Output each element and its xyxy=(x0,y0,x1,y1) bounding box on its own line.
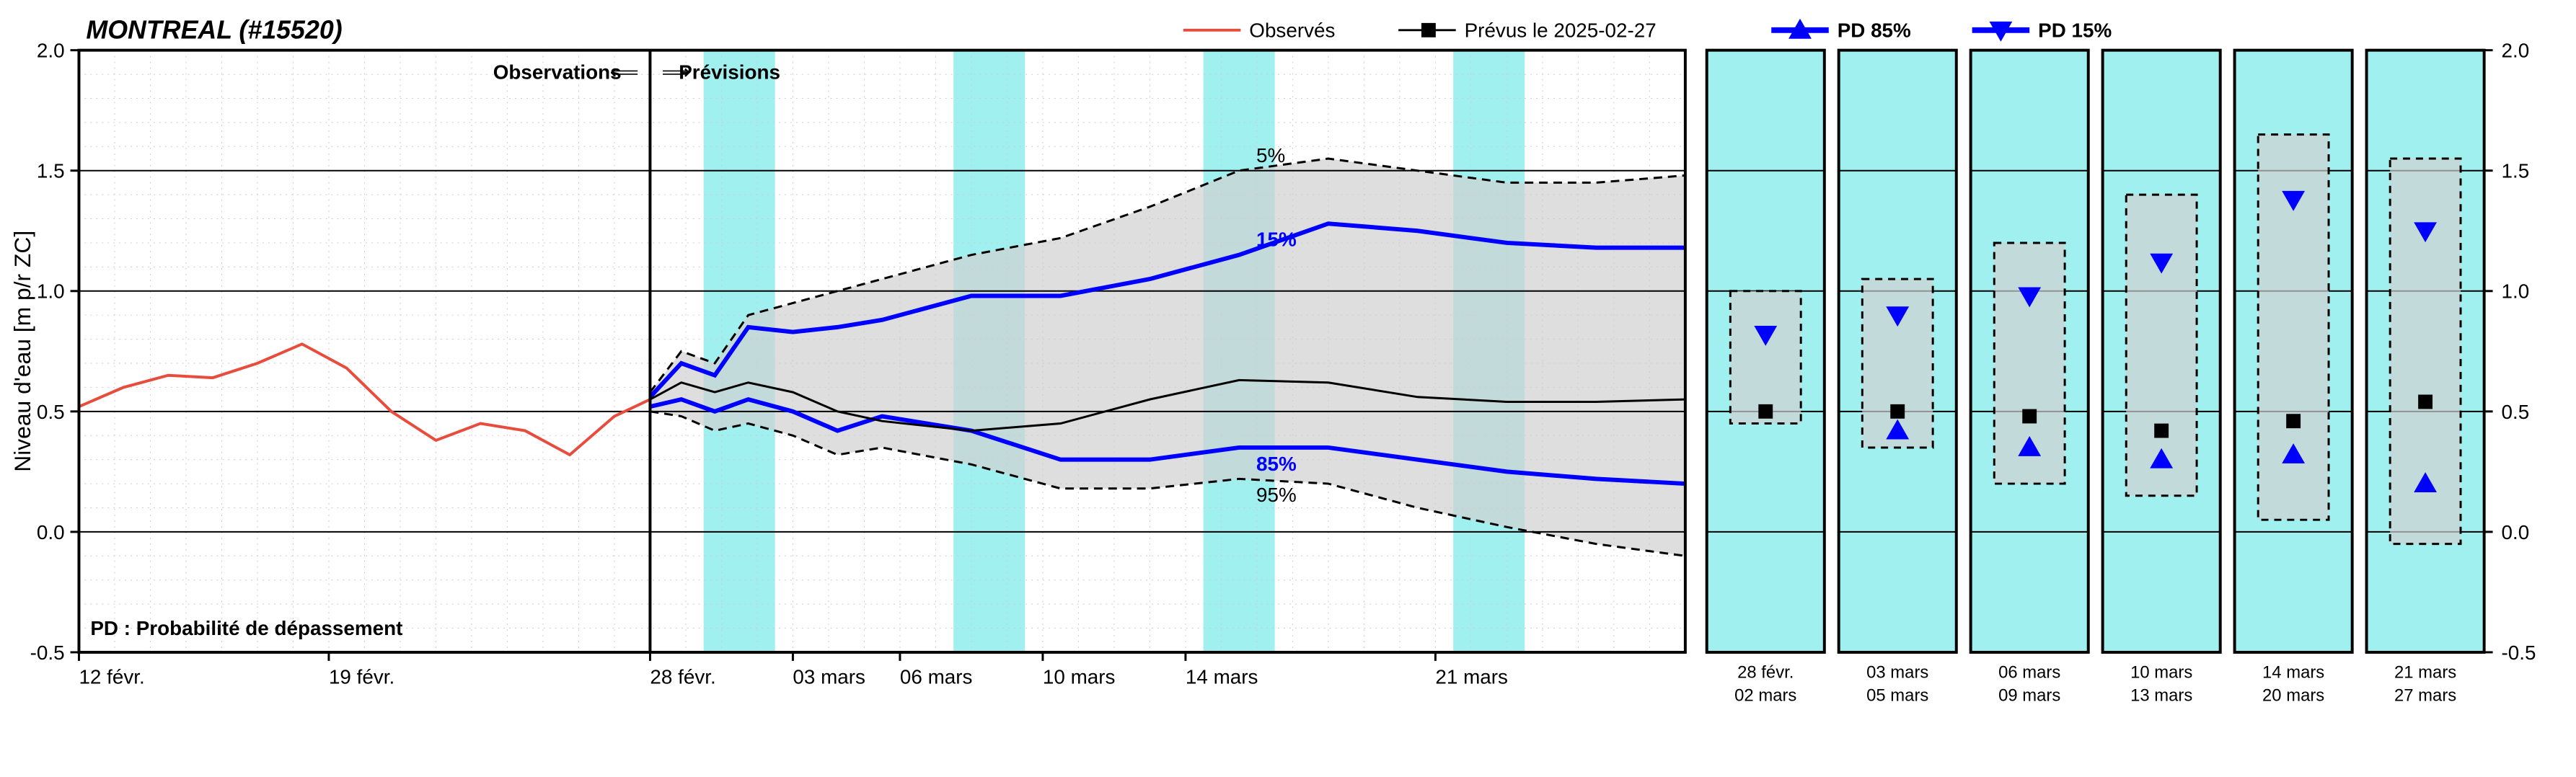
summary-panel: 28 févr. 02 mars xyxy=(1707,50,1825,706)
panel-box xyxy=(1730,291,1801,424)
panel-mean-marker xyxy=(1890,404,1905,419)
observations-label: Observations xyxy=(493,61,622,83)
panel-mean-marker xyxy=(2286,414,2301,428)
panel-label-top: 21 mars xyxy=(2394,663,2456,683)
panel-label-bottom: 27 mars xyxy=(2394,686,2456,706)
xtick-label: 10 mars xyxy=(1043,666,1116,688)
panel-label-bottom: 13 mars xyxy=(2130,686,2192,706)
ytick-label: 1.0 xyxy=(37,280,65,303)
panel-mean-marker xyxy=(2022,409,2037,424)
panel-label-top: 10 mars xyxy=(2130,663,2192,683)
pd-note: PD : Probabilité de dépassement xyxy=(90,617,402,639)
legend-prevus: Prévus le 2025-02-27 xyxy=(1465,19,1657,42)
ytick-label: 1.5 xyxy=(37,160,65,182)
panel-label-bottom: 05 mars xyxy=(1866,686,1928,706)
svg-text:⟸: ⟸ xyxy=(610,61,639,83)
right-ytick-label: -0.5 xyxy=(2502,641,2536,664)
right-ytick-label: 0.0 xyxy=(2502,521,2530,543)
legend: Observés Prévus le 2025-02-27 PD 85% PD 15% xyxy=(1183,19,2112,42)
previsions-label: Prévisions xyxy=(679,61,780,83)
right-ytick-label: 2.0 xyxy=(2502,40,2530,62)
ytick-label: -0.5 xyxy=(30,641,65,664)
xtick-label: 21 mars xyxy=(1435,666,1508,688)
xtick-label: 28 févr. xyxy=(650,666,715,688)
panel-label-bottom: 20 mars xyxy=(2262,686,2324,706)
xtick-label: 12 févr. xyxy=(79,666,144,688)
right-ytick-label: 1.5 xyxy=(2502,160,2530,182)
xtick-label: 03 mars xyxy=(793,666,865,688)
p85-label: 85% xyxy=(1256,453,1297,475)
water-level-forecast-chart: -0.5 0.0 0.5 1.0 1.5 2.0 12 févr. 19 févr. 28 fé… xyxy=(7,7,2569,770)
panel-mean-marker xyxy=(2154,424,2169,438)
summary-panel: 21 mars 27 mars xyxy=(2367,50,2484,706)
summary-panel: 14 mars 20 mars xyxy=(2235,50,2352,706)
legend-pd15: PD 15% xyxy=(2038,19,2112,42)
panel-label-top: 06 mars xyxy=(1998,663,2060,683)
ytick-label: 0.0 xyxy=(37,521,65,543)
right-ytick-label: 1.0 xyxy=(2502,280,2530,303)
ytick-label: 2.0 xyxy=(37,40,65,62)
legend-observes: Observés xyxy=(1249,19,1335,42)
panel-label-top: 03 mars xyxy=(1866,663,1928,683)
p15-label: 15% xyxy=(1256,228,1297,251)
chart-svg: -0.5 0.0 0.5 1.0 1.5 2.0 12 févr. 19 févr. 28 fé… xyxy=(7,7,2569,770)
xtick-label: 06 mars xyxy=(900,666,973,688)
summary-panels: 28 févr. 02 mars 03 mars 05 mars 06 mars 09 m… xyxy=(1707,40,2536,706)
panel-label-top: 14 mars xyxy=(2262,663,2324,683)
chart-title: MONTREAL (#15520) xyxy=(86,16,342,45)
panel-label-bottom: 09 mars xyxy=(1998,686,2060,706)
summary-panel: 06 mars 09 mars xyxy=(1971,50,2088,706)
p5-label: 5% xyxy=(1256,144,1285,166)
summary-panel: 03 mars 05 mars xyxy=(1839,50,1957,706)
y-axis-label: Niveau d'eau [m p/r ZC] xyxy=(9,231,35,472)
summary-panel: 10 mars 13 mars xyxy=(2103,50,2220,706)
main-plot: -0.5 0.0 0.5 1.0 1.5 2.0 12 févr. 19 févr. 28 fé… xyxy=(9,16,1685,688)
svg-text:⟹: ⟹ xyxy=(661,61,690,83)
panel-label-bottom: 02 mars xyxy=(1734,686,1796,706)
panel-mean-marker xyxy=(1758,404,1773,419)
p95-label: 95% xyxy=(1256,484,1297,506)
ytick-label: 0.5 xyxy=(37,401,65,423)
xtick-label: 19 févr. xyxy=(329,666,394,688)
panel-label-top: 28 févr. xyxy=(1737,663,1794,683)
xtick-label: 14 mars xyxy=(1186,666,1258,688)
legend-pd85: PD 85% xyxy=(1838,19,1911,42)
panel-mean-marker xyxy=(2418,395,2432,409)
right-ytick-label: 0.5 xyxy=(2502,401,2530,423)
